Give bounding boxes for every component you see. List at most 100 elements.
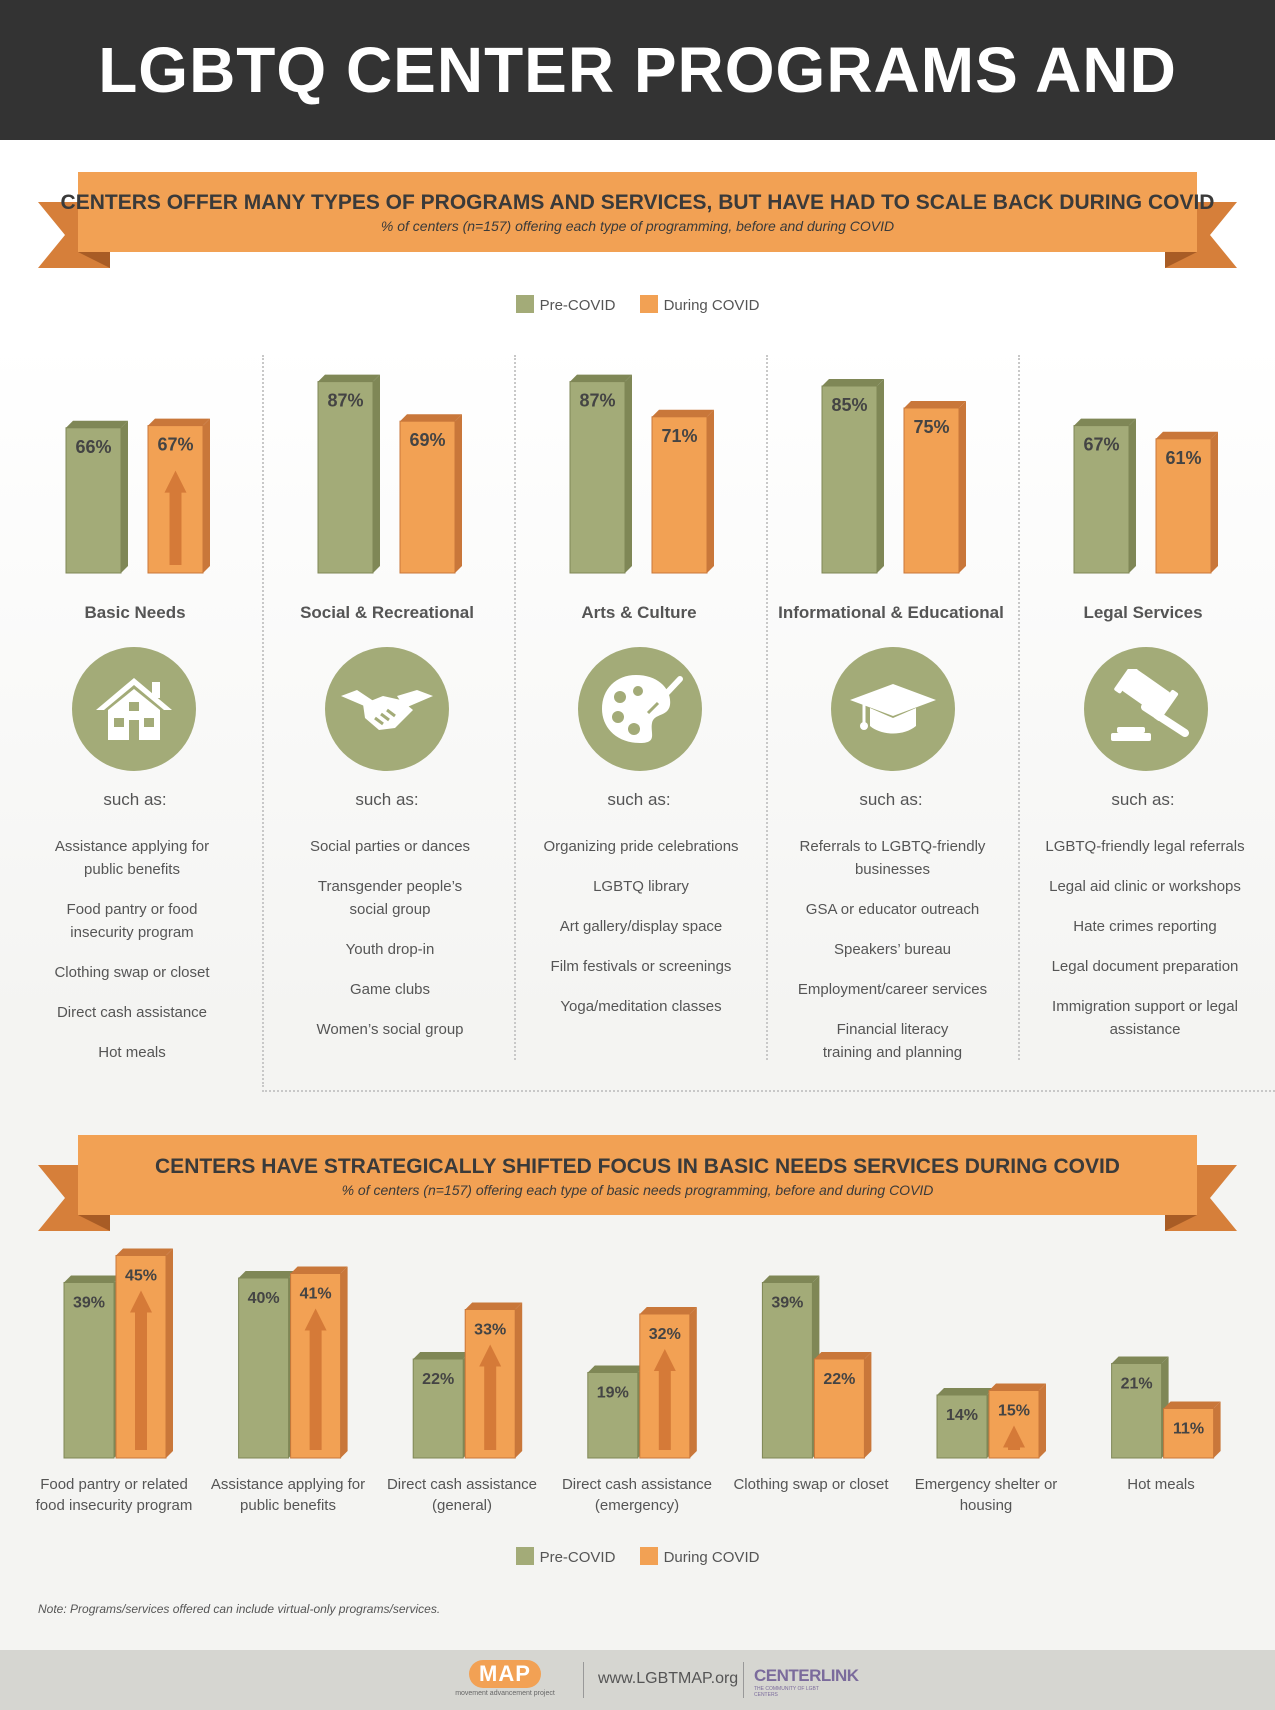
bar-5-pre-covid-side xyxy=(1129,418,1136,573)
bar-3-pre-covid xyxy=(412,1358,464,1459)
category-title-informational: Informational & Educational xyxy=(778,603,1004,622)
list-item: Game clubs xyxy=(349,981,431,998)
bar-2-pre-covid xyxy=(238,1277,290,1459)
list-item: Immigration support or legal assistance xyxy=(1052,998,1238,1038)
bar-2-during-covid xyxy=(399,420,456,574)
list-item: Employment/career services xyxy=(797,981,988,998)
bar-1-pre-covid-top xyxy=(66,420,128,428)
list-item: Financial literacy training and planning xyxy=(822,1021,963,1061)
list-item: Social parties or dances xyxy=(309,838,471,855)
map-logo[interactable]: MAP movement advancement project xyxy=(445,1660,565,1697)
bar-1-during-covid-side xyxy=(166,1248,173,1458)
section1-heading: CENTERS OFFER MANY TYPES OF PROGRAMS AND… xyxy=(60,191,1215,214)
bar-2-pre-covid-value: 40% xyxy=(248,1290,280,1307)
graduation-cap-icon xyxy=(831,647,955,771)
bar-5-during-covid-value: 61% xyxy=(1165,448,1201,468)
bar-1-during-covid-top xyxy=(148,418,210,426)
bar-7-pre-covid xyxy=(1111,1363,1163,1459)
category-title-social: Social & Recreational xyxy=(300,603,474,622)
bar-6-during-covid-top xyxy=(989,1383,1046,1391)
label-line: Assistance applying for xyxy=(210,1476,366,1493)
bar-1-pre-covid-side xyxy=(121,420,128,573)
bar-5-pre-covid-top xyxy=(1074,418,1136,426)
bar-4-pre-covid-side xyxy=(877,379,884,573)
bar-2-during-covid-value: 69% xyxy=(409,430,445,450)
bar-4-pre-covid-value: 85% xyxy=(831,395,867,415)
list-item: Food pantry or food insecurity program xyxy=(66,901,198,941)
centerlink-logo[interactable]: CENTERLINK THE COMMUNITY OF LGBT CENTERS xyxy=(754,1666,859,1698)
list-item: Hate crimes reporting xyxy=(1073,918,1217,935)
bar-5-during-covid xyxy=(813,1358,865,1459)
examples-informational: Referrals to LGBTQ-friendly businesses G… xyxy=(790,835,995,1081)
label-line: Emergency shelter or xyxy=(914,1476,1058,1493)
legend-item-pre: Pre-COVID xyxy=(515,1547,616,1566)
bar-3-pre-covid-side xyxy=(625,374,632,573)
section2-subheading: % of centers (n=157) offering each type … xyxy=(341,1182,934,1198)
bar-5-during-covid-side xyxy=(864,1352,872,1458)
bar-5-pre-covid-value: 67% xyxy=(1083,435,1119,455)
palette-icon xyxy=(578,647,702,771)
bar-7-pre-covid-value: 21% xyxy=(1121,1376,1153,1393)
bar-1-pre-covid xyxy=(63,1282,115,1459)
bar-2-increase-arrow-head xyxy=(304,1308,327,1331)
examples-social: Social parties or dances Transgender peo… xyxy=(290,835,490,1058)
category-title-legal: Legal Services xyxy=(1083,603,1203,622)
bar-4-during-covid-top xyxy=(639,1307,697,1314)
bar-label-public-benefits: Assistance applying for public benefits xyxy=(204,1474,372,1516)
bar-3-pre-covid-value: 87% xyxy=(579,391,615,411)
bar-1-pre-covid-top xyxy=(64,1275,121,1283)
page-header: LGBTQ CENTER PROGRAMS AND SERVICES xyxy=(0,0,1275,246)
bar-4-pre-covid xyxy=(821,385,878,574)
legend-item-pre: Pre-COVID xyxy=(515,295,616,314)
bar-1-pre-covid-value: 39% xyxy=(73,1295,105,1312)
banner-ribbon xyxy=(38,1135,1237,1231)
bar-4-during-covid-value: 32% xyxy=(649,1326,681,1343)
bar-5-during-covid-side xyxy=(1211,431,1218,573)
bar-3-during-covid-top xyxy=(465,1302,523,1310)
bar-7-during-covid xyxy=(1163,1408,1215,1459)
footer-url-link[interactable]: www.LGBTMAP.org xyxy=(598,1670,739,1687)
category-title-arts: Arts & Culture xyxy=(581,603,697,622)
bar-2-during-covid-top xyxy=(290,1266,348,1274)
list-item: Legal aid clinic or workshops xyxy=(1049,878,1241,895)
bar-1-increase-arrow-shaft xyxy=(135,1310,147,1450)
map-logo-tagline: movement advancement project xyxy=(455,1690,555,1697)
bar-4-during-covid-side xyxy=(689,1307,697,1458)
such-as-basic-needs: such as: xyxy=(103,790,167,809)
list-item: Legal document preparation xyxy=(1051,958,1239,975)
bar-1-during-covid-value: 67% xyxy=(157,435,193,455)
label-line: food insecurity program xyxy=(35,1497,193,1514)
bar-1-increase-arrow-head xyxy=(164,470,187,493)
bar-3-increase-arrow-shaft xyxy=(484,1364,497,1450)
divider-4 xyxy=(1018,355,1020,1060)
bar-2-during-covid-value: 41% xyxy=(300,1286,332,1303)
section2-banner: CENTERS HAVE STRATEGICALLY SHIFTED FOCUS… xyxy=(0,1135,1275,1245)
section2-heading: CENTERS HAVE STRATEGICALLY SHIFTED FOCUS… xyxy=(155,1155,1120,1178)
list-item: Art gallery/display space xyxy=(559,918,723,935)
gavel-icon xyxy=(1084,647,1208,771)
list-item: LGBTQ library xyxy=(593,878,689,895)
footer-separator xyxy=(583,1662,584,1698)
list-item: Yoga/meditation classes xyxy=(560,998,722,1015)
footnote: Note: Programs/services offered can incl… xyxy=(38,1602,441,1616)
such-as-legal: such as: xyxy=(1111,790,1175,809)
examples-basic-needs: Assistance applying for public benefits … xyxy=(42,835,222,1081)
list-item: Assistance applying for public benefits xyxy=(54,838,210,878)
bar-4-pre-covid-top xyxy=(822,379,884,386)
handshake-icon xyxy=(325,647,449,771)
category-title-basic-needs: Basic Needs xyxy=(84,603,186,622)
bar-2-during-covid-side xyxy=(340,1266,348,1458)
bar-5-pre-covid xyxy=(761,1282,813,1459)
bar-1-during-covid-side xyxy=(203,418,210,573)
map-logo-mark: MAP xyxy=(469,1660,541,1688)
bar-1-increase-arrow-head xyxy=(130,1290,152,1313)
bar-2-pre-covid-side xyxy=(373,374,380,573)
label-line: public benefits xyxy=(240,1497,336,1514)
legend-label-during: During COVID xyxy=(663,1549,760,1566)
bar-7-during-covid-top xyxy=(1163,1401,1221,1409)
legend-label-pre: Pre-COVID xyxy=(539,1549,616,1566)
legend-label-pre: Pre-COVID xyxy=(539,297,616,314)
list-item: Women’s social group xyxy=(316,1021,464,1038)
legend-swatch-pre xyxy=(515,295,534,313)
such-as-arts: such as: xyxy=(607,790,671,809)
